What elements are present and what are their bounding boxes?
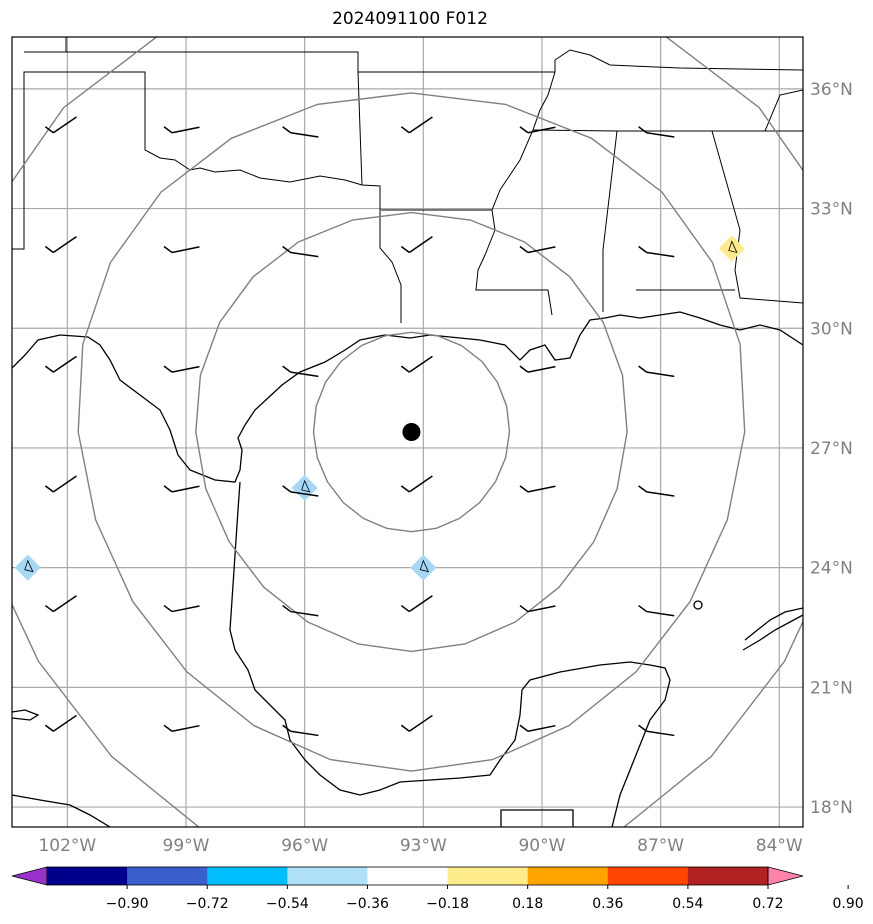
lon-tick-label: 84°W <box>756 836 803 856</box>
colorbar-label: −0.18 <box>426 896 469 912</box>
wind-barb <box>400 595 433 613</box>
wind-barb <box>163 126 200 134</box>
colorbar-outline <box>46 866 769 886</box>
colorbar-segment <box>127 867 208 885</box>
colorbar: −0.90 −0.72 −0.54 −0.36 −0.18 0.18 0.36 0.54 0.7… <box>11 866 864 912</box>
contour-line <box>24 559 34 573</box>
colorbar-label: 0.36 <box>592 896 623 912</box>
contour-fills <box>14 235 745 581</box>
colorbar-label: 0.72 <box>752 896 783 912</box>
wind-barb <box>638 245 675 258</box>
wind-barb <box>163 245 200 254</box>
wind-barb <box>44 116 77 134</box>
colorbar-segment <box>687 867 769 885</box>
wind-barb <box>282 604 319 617</box>
wind-barb <box>44 595 77 613</box>
colorbar-segment <box>47 867 128 885</box>
wind-barb <box>519 126 556 134</box>
wind-barb <box>400 355 433 373</box>
wind-barb <box>44 355 77 373</box>
wind-barb <box>638 724 675 737</box>
wind-barb <box>44 236 77 254</box>
colorbar-extend-max <box>767 866 804 886</box>
lat-tick-label: 30°N <box>810 319 853 339</box>
wind-barbs <box>44 116 675 737</box>
wind-barb <box>163 365 200 373</box>
lon-tick-label: 99°W <box>163 836 210 856</box>
colorbar-segment <box>527 867 609 885</box>
lon-tick-label: 90°W <box>518 836 565 856</box>
range-ring <box>195 211 628 653</box>
longitude-labels: 102°W 99°W 96°W 93°W 90°W 87°W 84°W <box>38 836 802 856</box>
colorbar-label: −0.72 <box>186 896 229 912</box>
lon-tick-label: 93°W <box>400 836 447 856</box>
colorbar-segment <box>287 867 368 885</box>
wind-barb <box>163 604 200 613</box>
range-rings <box>12 37 803 827</box>
colorbar-label: −0.36 <box>346 896 389 912</box>
wind-barb <box>282 245 319 258</box>
contour-patch <box>14 554 41 581</box>
range-ring <box>312 331 511 533</box>
lat-tick-label: 18°N <box>810 798 853 818</box>
contour-line <box>419 559 430 573</box>
lat-tick-label: 27°N <box>810 439 853 459</box>
wind-barb <box>44 714 77 732</box>
wind-barb <box>163 485 200 493</box>
lat-tick-label: 36°N <box>810 80 853 100</box>
wind-barb <box>519 724 556 732</box>
wind-barb <box>638 485 675 497</box>
contour-line <box>728 240 738 254</box>
colorbar-segment <box>447 867 529 885</box>
wind-barb <box>282 485 319 497</box>
colorbar-segment <box>207 867 288 885</box>
map-frame <box>11 36 804 828</box>
graticule <box>12 37 803 827</box>
wind-barb <box>638 126 675 138</box>
wind-barb <box>519 604 556 613</box>
lat-tick-label: 21°N <box>810 678 853 698</box>
contour-patch <box>410 554 437 581</box>
wind-barb <box>638 365 675 378</box>
latitude-labels: 36°N 33°N 30°N 27°N 24°N 21°N 18°N <box>810 80 853 818</box>
wind-barb <box>400 116 433 134</box>
wind-barb <box>282 365 319 378</box>
colorbar-segment <box>367 867 449 885</box>
wind-barb <box>638 604 675 617</box>
lon-tick-label: 87°W <box>637 836 684 856</box>
colorbar-label: −0.90 <box>106 896 149 912</box>
wind-barb <box>282 126 319 138</box>
wind-barb <box>282 724 319 737</box>
map-title: 2024091100 F012 <box>332 9 488 29</box>
colorbar-label: 0.90 <box>833 896 864 912</box>
wind-barb <box>400 475 433 493</box>
wind-barb <box>519 485 556 493</box>
colorbar-label: −0.54 <box>266 896 309 912</box>
coastline <box>12 311 803 827</box>
contour-patch <box>718 235 745 262</box>
range-ring <box>77 92 746 772</box>
colorbar-segment <box>607 867 689 885</box>
lon-tick-label: 102°W <box>38 836 96 856</box>
lon-tick-label: 96°W <box>281 836 328 856</box>
lat-tick-label: 24°N <box>810 559 853 579</box>
wind-barb <box>519 245 556 254</box>
contour-line <box>301 479 311 493</box>
wind-barb <box>400 236 433 254</box>
wind-barb <box>163 724 200 732</box>
colorbar-label: 0.54 <box>672 896 703 912</box>
wind-barb <box>519 365 556 373</box>
colorbar-extend-min <box>11 866 48 886</box>
lat-tick-label: 33°N <box>810 200 853 220</box>
storm-center-marker <box>402 423 421 441</box>
wind-barb <box>400 714 433 732</box>
colorbar-label: 0.18 <box>512 896 543 912</box>
wind-barb <box>44 475 77 493</box>
